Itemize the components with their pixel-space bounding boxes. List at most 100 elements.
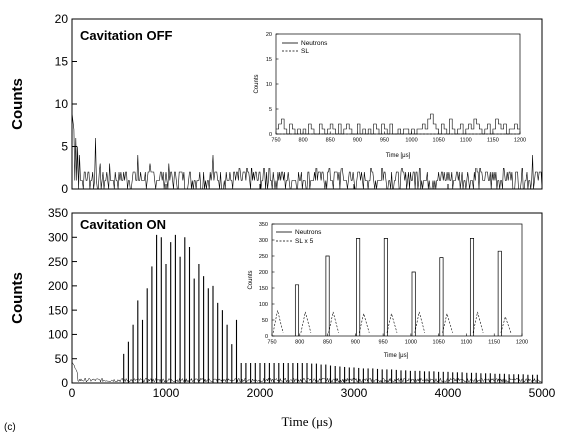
inset-peak-sl [472,311,484,333]
inset-bottom-frame [271,223,523,337]
x-tick-label: 1000 [405,340,417,346]
x-tick-label: 1050 [433,340,445,346]
inset-bottom-x-ticks: 750 800 850 900 950 1000 1050 1100 1150 1200 [267,333,528,346]
y-tick-label: 0 [269,132,272,138]
y-tick-label: 15 [55,55,69,69]
y-tick-label: 350 [259,222,268,228]
y-axis-label-top: Counts [9,78,26,130]
y-tick-label: 300 [259,238,268,244]
x-tick-label: 2000 [247,386,274,400]
series-bottom [71,234,542,383]
inset-bottom: 0 50 100 150 200 250 300 350 750 800 850 900 950 100… [238,215,530,363]
legend-label-neutrons-top: Neutrons [301,40,328,47]
x-tick-label: 750 [267,340,276,346]
y-tick-label: 0 [61,376,68,390]
x-tick-label: 1000 [153,386,180,400]
y-tick-label: 10 [55,97,69,111]
x-tick-label: 800 [299,138,308,144]
y-ticks-top: 0 5 10 15 20 [55,12,77,196]
x-ticks-bottom: 0 1000 2000 3000 4000 5000 [69,378,556,400]
inset-peak-sl [386,312,398,333]
x-tick-label: 900 [353,138,362,144]
x-tick-label: 4000 [435,386,462,400]
y-axis-label-bottom: Counts [9,272,26,324]
inset-peak-sl [358,312,370,333]
y-tick-label: 20 [55,12,69,26]
y-tick-label: 350 [48,206,68,220]
y-tick-label: 0 [265,334,268,340]
panel-title-on: Cavitation ON [80,217,166,232]
y-tick-label: 100 [48,328,68,342]
inset-peak-neutrons [383,238,388,336]
inset-top-series [276,113,520,135]
x-tick-label: 1100 [460,138,472,144]
inset-peak-neutrons [356,238,361,336]
panel-cavitation-off: 0 5 10 15 20 Cavitation OFF Counts 0 5 10 15 20 … [9,12,543,196]
inset-top-legend: Neutrons SL [282,40,328,55]
series-top [71,112,543,190]
y-tick-label: 15 [266,57,272,63]
inset-bottom-series [272,238,512,336]
x-tick-label: 1200 [514,138,526,144]
y-tick-label: 200 [48,279,68,293]
x-tick-label: 1150 [487,138,499,144]
inset-top-bg [230,28,530,168]
inset-bottom-y-label: Counts [248,270,254,289]
y-tick-label: 5 [61,140,68,154]
legend-label-sl-top: SL [301,48,309,55]
x-tick-label: 1050 [433,138,445,144]
panel-title-off: Cavitation OFF [80,28,173,43]
x-tick-label: 900 [351,340,360,346]
x-tick-label: 1000 [405,138,417,144]
inset-peak-neutrons [497,250,502,336]
y-tick-label: 150 [48,303,68,317]
y-tick-label: 100 [259,302,268,308]
inset-peak-sl [328,311,339,333]
x-tick-label: 1200 [516,340,528,346]
inset-top-y-ticks: 0 5 10 15 20 [266,32,279,138]
x-axis-label-bottom: Time (μs) [282,414,333,429]
legend-label-sl-bottom: SL x 5 [295,238,314,245]
x-tick-label: 3000 [341,386,368,400]
y-tick-label: 0 [61,182,68,196]
inset-top-y-label: Counts [254,74,260,93]
inset-peak-neutrons [294,284,300,336]
x-tick-label: 0 [69,386,76,400]
inset-bottom-y-ticks: 0 50 100 150 200 250 300 350 [259,222,275,340]
inset-bottom-legend: Neutrons SL x 5 [276,229,322,245]
x-tick-label: 850 [323,340,332,346]
inset-peak-sl [300,311,312,333]
inset-peak-sl [442,312,453,333]
y-tick-label: 50 [262,318,268,324]
y-tick-label: 200 [259,270,268,276]
y-ticks-bottom: 0 50 100 150 200 250 300 350 [48,206,77,390]
x-tick-label: 1150 [488,340,500,346]
y-tick-label: 150 [259,286,268,292]
legend-label-neutrons-bottom: Neutrons [295,229,322,236]
y-tick-label: 300 [48,230,68,244]
y-tick-label: 20 [266,32,272,38]
x-tick-label: 950 [380,138,389,144]
y-tick-label: 250 [48,255,68,269]
inset-peak-neutrons [325,255,330,336]
inset-bottom-x-label: Time [μs] [384,353,409,359]
y-tick-label: 5 [269,107,272,113]
x-tick-label: 5000 [529,386,556,400]
figure-sublabel: (c) [4,422,16,433]
x-tick-label: 1100 [461,340,473,346]
inset-peak-sl [272,310,284,333]
inset-peak-neutrons [411,271,416,336]
x-tick-label: 850 [326,138,335,144]
x-tick-label: 750 [271,138,280,144]
inset-peak-neutrons [439,257,444,336]
y-tick-label: 250 [259,254,268,260]
inset-top: 0 5 10 15 20 750 800 850 900 950 1000 1050 1100 1150… [230,28,530,168]
inset-top-x-label: Time [μs] [386,153,411,159]
inset-peak-neutrons [469,238,475,336]
y-tick-label: 10 [266,82,272,88]
x-tick-label: 950 [379,340,388,346]
x-tick-label: 800 [295,340,304,346]
series-line-off [71,112,543,190]
